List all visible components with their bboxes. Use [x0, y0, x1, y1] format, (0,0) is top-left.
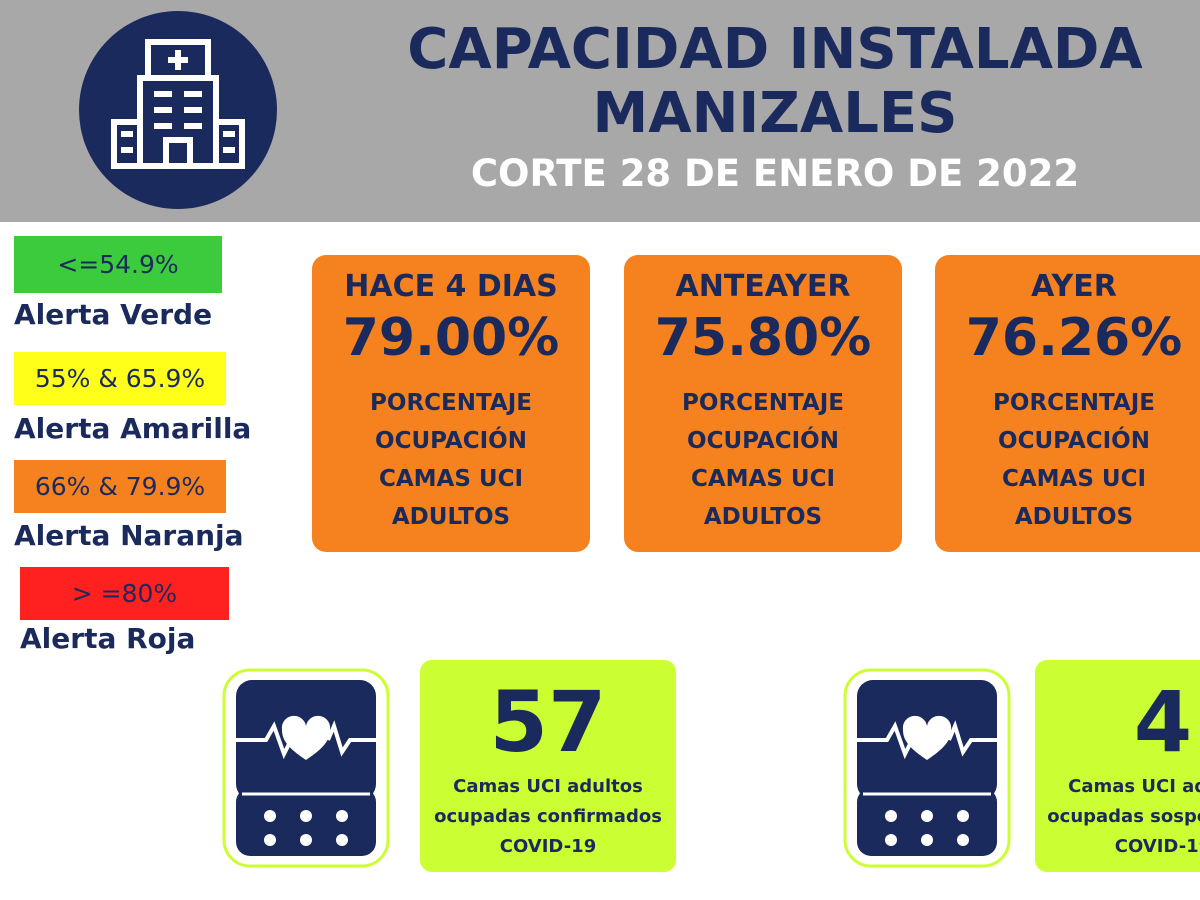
card-value: 75.80% — [654, 308, 872, 368]
header: CAPACIDAD INSTALADA MANIZALES CORTE 28 D… — [0, 0, 1200, 222]
title: CAPACIDAD INSTALADA MANIZALES — [370, 18, 1180, 146]
card-label: ANTEAYER — [675, 269, 851, 304]
counter-value: 4 — [1133, 673, 1193, 771]
counter-text: COVID-19 — [499, 836, 597, 857]
counter-text: COVID-19 — [1114, 836, 1200, 857]
card-label: AYER — [1031, 269, 1117, 304]
card-text: ADULTOS — [1014, 504, 1134, 530]
counter-box: 4 Camas UCI adultos ocupadas sospechosos CO… — [1035, 660, 1200, 872]
monitor-icon — [222, 668, 390, 868]
legend-swatch: 66% & 79.9% — [14, 460, 226, 513]
card-text: OCUPACIÓN — [375, 428, 527, 454]
counter-text: ocupadas sospechosos — [1047, 806, 1200, 827]
title-line: MANIZALES — [592, 81, 958, 146]
legend-label: Alerta Roja — [20, 622, 196, 655]
percent-card: HACE 4 DIAS 79.00% PORCENTAJE OCUPACIÓN CAMA… — [312, 255, 590, 552]
card-text: PORCENTAJE — [993, 390, 1155, 416]
card-label: HACE 4 DIAS — [344, 269, 558, 304]
legend-label: Alerta Verde — [14, 298, 213, 331]
card-text: OCUPACIÓN — [687, 428, 839, 454]
card-text: OCUPACIÓN — [998, 428, 1150, 454]
subtitle: CORTE 28 DE ENERO DE 2022 — [470, 152, 1080, 195]
legend-label: Alerta Naranja — [14, 519, 244, 552]
card-value: 79.00% — [342, 308, 560, 368]
counter-value: 57 — [489, 673, 607, 771]
card-text: ADULTOS — [703, 504, 823, 530]
counter-text: ocupadas confirmados — [434, 806, 662, 827]
counter-text: Camas UCI adultos — [1068, 776, 1200, 797]
hospital-icon — [79, 11, 277, 209]
card-text: PORCENTAJE — [682, 390, 844, 416]
percent-card: ANTEAYER 75.80% PORCENTAJE OCUPACIÓN CAMAS U… — [624, 255, 902, 552]
card-value: 76.26% — [965, 308, 1183, 368]
counter-box: 57 Camas UCI adultos ocupadas confirmados C… — [420, 660, 676, 872]
percent-card: AYER 76.26% PORCENTAJE OCUPACIÓN CAMAS UCI AD… — [935, 255, 1200, 552]
monitor-icon — [843, 668, 1011, 868]
legend-swatch: 55% & 65.9% — [14, 352, 226, 405]
card-text: CAMAS UCI — [378, 466, 524, 492]
legend-label: Alerta Amarilla — [14, 412, 252, 445]
counter-text: Camas UCI adultos — [453, 776, 643, 797]
title-line: CAPACIDAD INSTALADA — [407, 17, 1143, 82]
card-text: CAMAS UCI — [690, 466, 836, 492]
card-text: CAMAS UCI — [1001, 466, 1147, 492]
legend-swatch: <=54.9% — [14, 236, 222, 293]
legend-swatch: > =80% — [20, 567, 229, 620]
card-text: ADULTOS — [391, 504, 511, 530]
card-text: PORCENTAJE — [370, 390, 532, 416]
